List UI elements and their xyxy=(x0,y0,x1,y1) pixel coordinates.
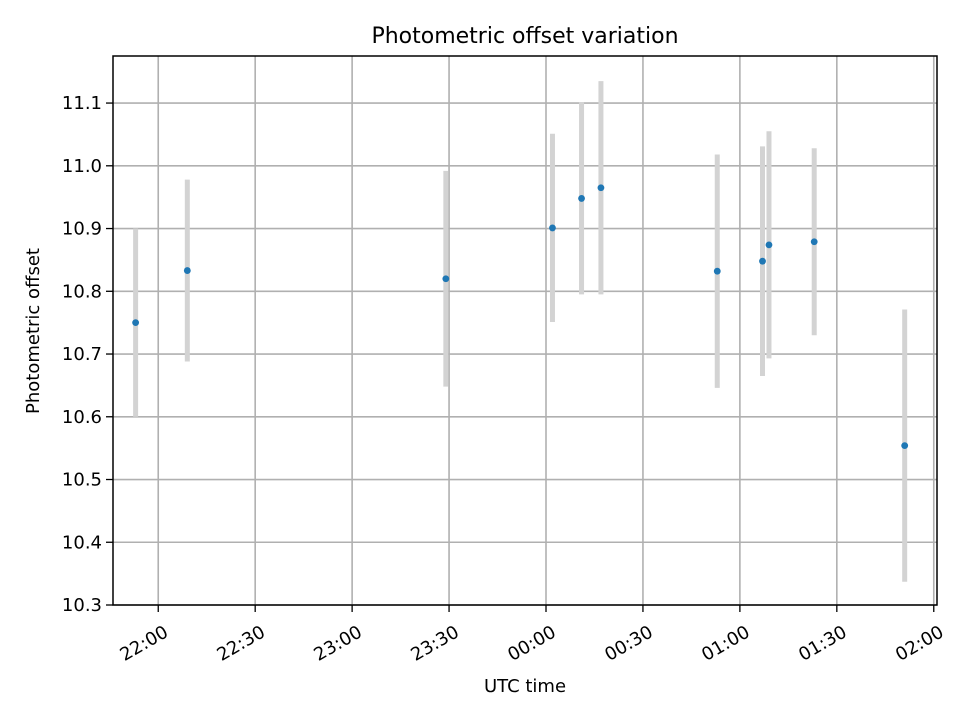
y-tick-label: 10.8 xyxy=(62,281,102,302)
y-tick-label: 10.5 xyxy=(62,470,102,491)
y-tick-label: 10.9 xyxy=(62,219,102,240)
data-point xyxy=(759,257,766,265)
data-point xyxy=(183,267,191,274)
data-points xyxy=(132,184,909,450)
data-point xyxy=(442,275,450,283)
y-tick-label: 10.7 xyxy=(62,344,102,365)
plot-area-frame xyxy=(112,55,938,606)
y-axis-label: Photometric offset xyxy=(23,248,44,414)
y-tick-label: 10.4 xyxy=(62,532,102,553)
data-point xyxy=(597,184,605,192)
y-axis: 10.3 10.4 10.5 10.6 10.7 10.8 10.9 11.0 11.1 xyxy=(62,93,113,616)
y-tick-label: 11.1 xyxy=(62,93,102,114)
y-tick-label: 10.3 xyxy=(62,595,102,616)
chart-title: Photometric offset variation xyxy=(371,24,678,49)
data-point xyxy=(713,267,721,275)
data-point xyxy=(810,238,818,246)
data-point xyxy=(765,241,773,249)
data-point xyxy=(132,319,140,327)
x-axis-label: UTC time xyxy=(484,676,566,697)
y-tick-label: 10.6 xyxy=(62,407,102,428)
grid xyxy=(113,56,937,606)
data-point xyxy=(901,442,909,450)
data-point xyxy=(578,195,585,202)
y-tick-label: 11.0 xyxy=(62,156,102,177)
data-point xyxy=(549,224,556,232)
